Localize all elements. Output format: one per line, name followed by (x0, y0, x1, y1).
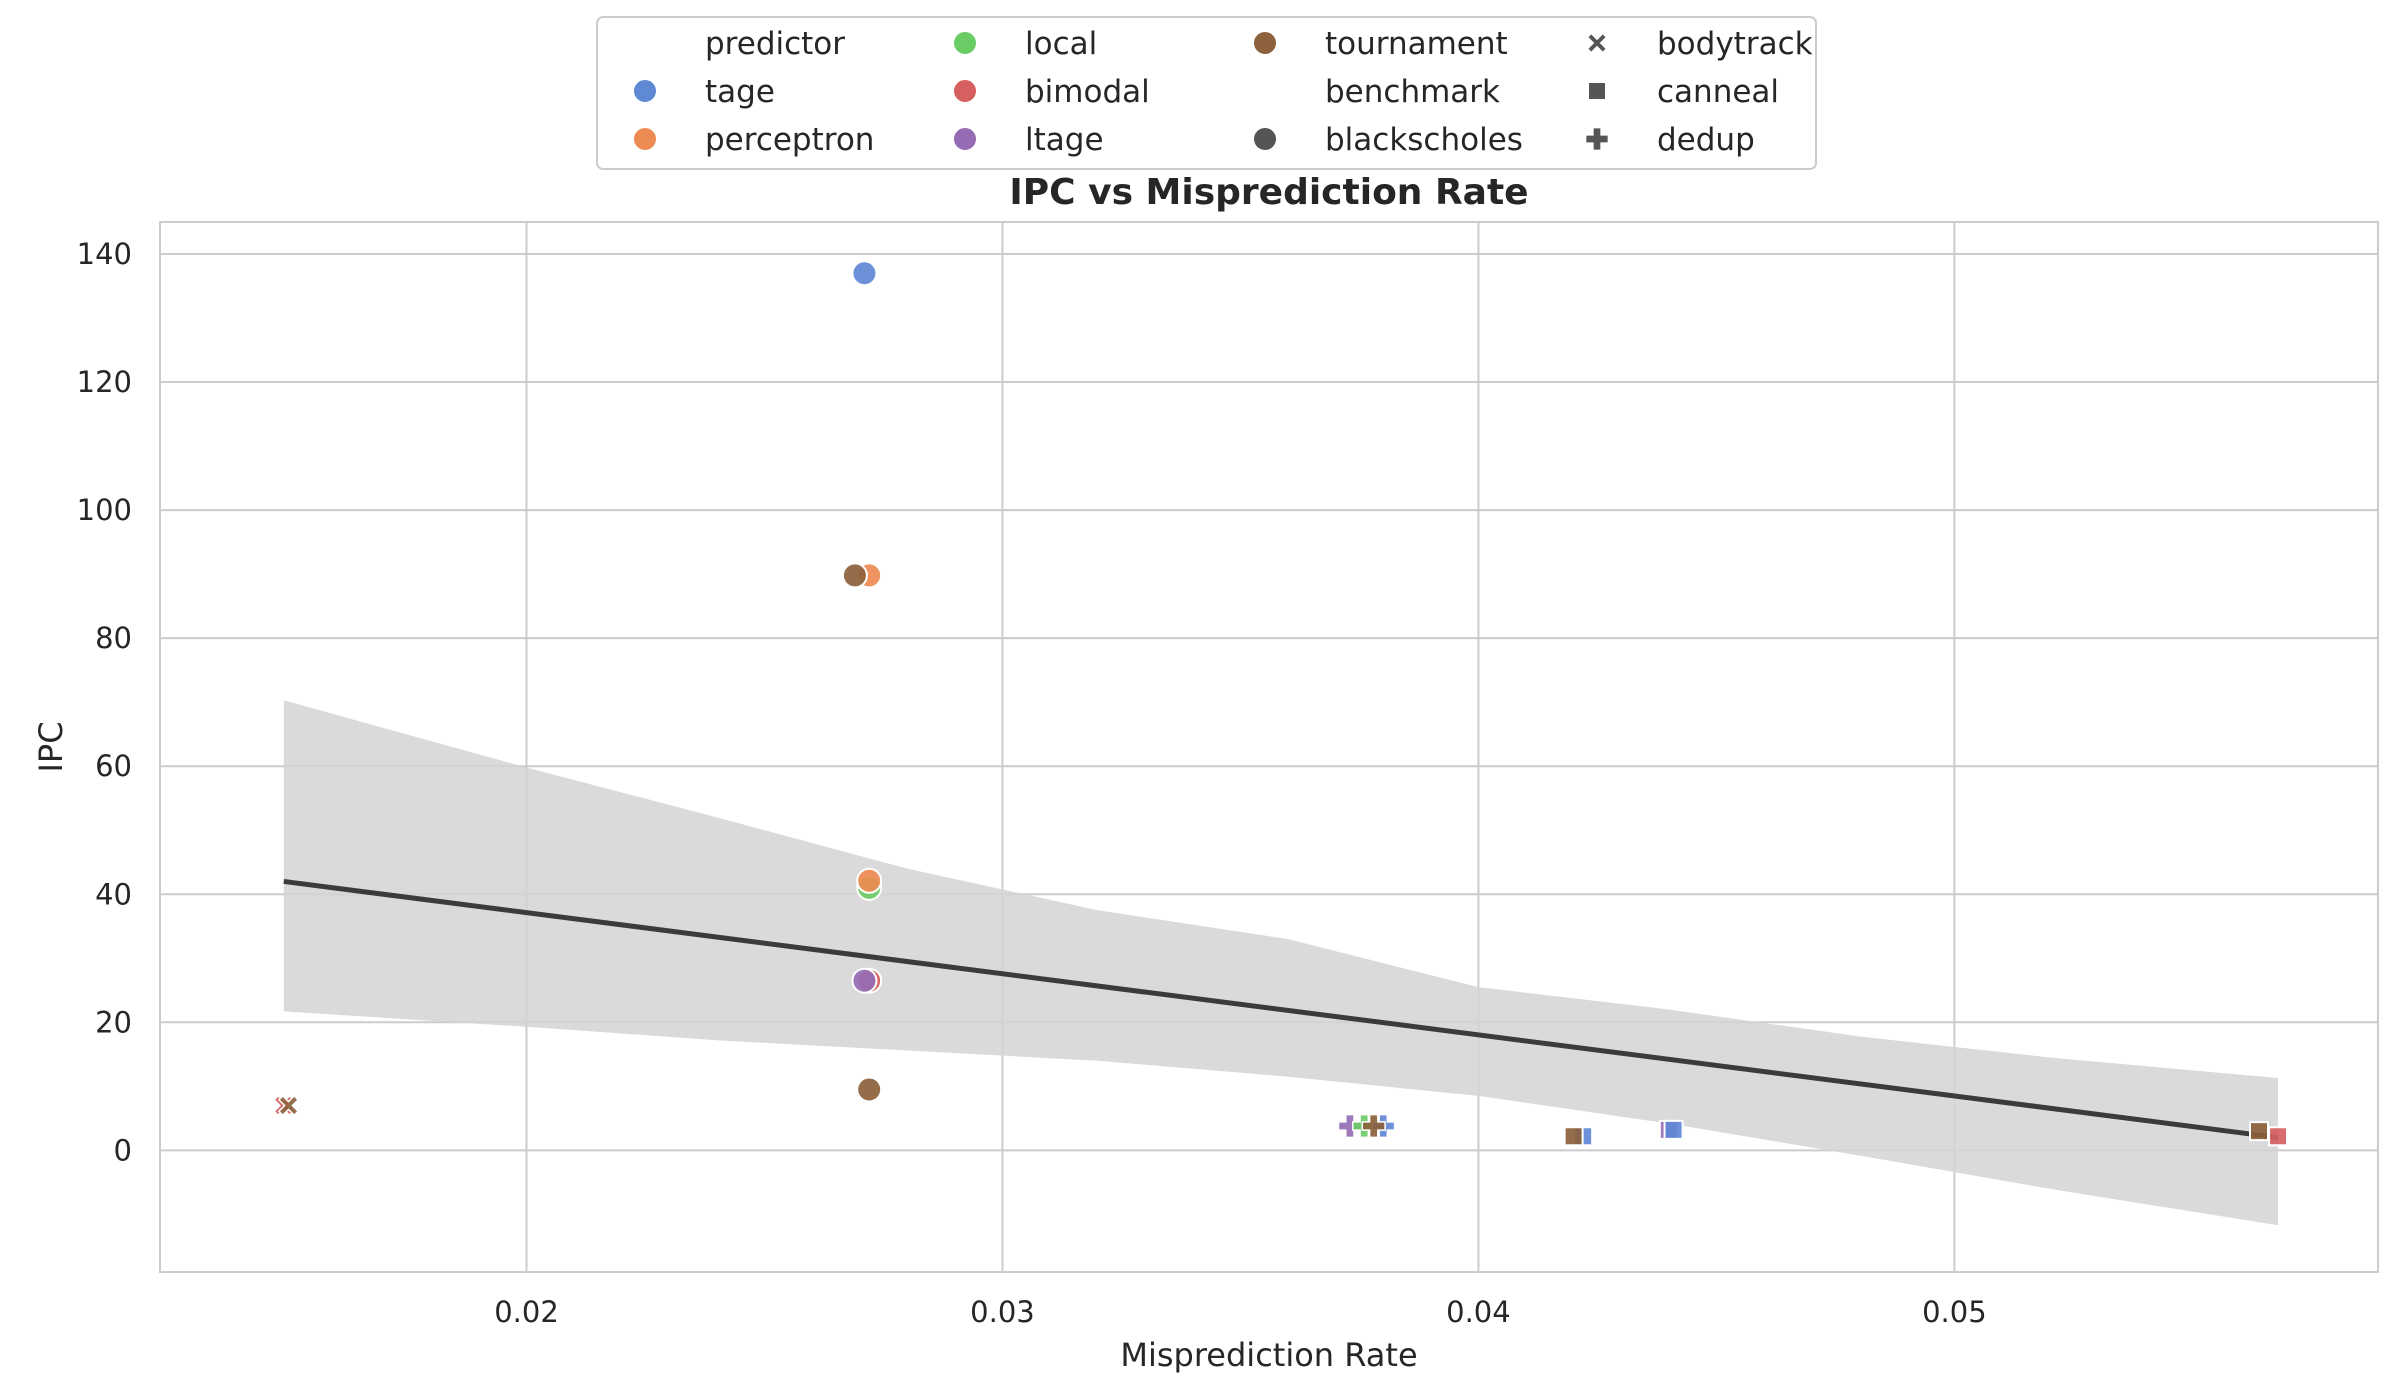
data-point-tage-blackscholes (851, 260, 878, 287)
legend-marker-local (952, 30, 978, 56)
y-tick-label: 140 (77, 237, 132, 271)
data-point-tage-canneal (1663, 1119, 1684, 1140)
confidence-band-layer (283, 700, 2278, 1226)
legend-label: dedup (1657, 122, 1755, 158)
y-axis-ticks: 0 20 40 60 80 100 120 140 (77, 237, 132, 1167)
legend: predictor tage perceptron local bimodal ltage… (596, 16, 1817, 170)
data-point-tournament-canneal (2249, 1121, 2270, 1142)
y-tick-label: 40 (95, 877, 132, 911)
legend-label: canneal (1657, 74, 1779, 110)
x-tick-label: 0.05 (1922, 1295, 1987, 1329)
legend-marker-bodytrack (1586, 32, 1608, 54)
y-axis-title: IPC (32, 721, 70, 772)
regression-line-layer (283, 878, 2279, 1141)
legend-label: tage (705, 74, 775, 110)
legend-marker-ltage (952, 126, 978, 152)
data-point-tournament-blackscholes (856, 1076, 883, 1103)
data-point-bimodal-canneal (2268, 1126, 2289, 1147)
data-point-ltage-blackscholes (851, 967, 878, 994)
legend-marker-bimodal (952, 78, 978, 104)
legend-label: blackscholes (1325, 122, 1523, 158)
legend-header: predictor (705, 26, 845, 62)
plot-frame (159, 221, 2379, 1273)
legend-marker-tournament (1252, 30, 1278, 56)
legend-marker-tage (632, 78, 658, 104)
legend-label: tournament (1325, 26, 1508, 62)
y-tick-label: 100 (77, 493, 132, 527)
y-tick-label: 80 (95, 621, 132, 655)
legend-marker-dedup (1584, 126, 1610, 152)
x-axis-title: Misprediction Rate (1120, 1336, 1417, 1374)
legend-label: bodytrack (1657, 26, 1813, 62)
data-point-tournament-blackscholes (841, 562, 868, 589)
x-tick-label: 0.04 (1446, 1295, 1511, 1329)
data-points (273, 260, 2289, 1147)
y-tick-label: 120 (77, 365, 132, 399)
confidence-band (283, 700, 2278, 1226)
regression-line (283, 878, 2279, 1141)
legend-marker-canneal (1587, 81, 1607, 101)
data-point-tournament-canneal (1563, 1126, 1584, 1147)
legend-label: local (1025, 26, 1097, 62)
y-tick-label: 60 (95, 749, 132, 783)
legend-box (596, 16, 1817, 170)
legend-marker-perceptron (632, 126, 658, 152)
x-tick-label: 0.02 (494, 1295, 559, 1329)
y-tick-label: 20 (95, 1005, 132, 1039)
data-point-tournament-dedup (1361, 1113, 1386, 1139)
legend-label: bimodal (1025, 74, 1150, 110)
x-axis-ticks: 0.02 0.03 0.04 0.05 (494, 1295, 1986, 1329)
legend-label: perceptron (705, 122, 874, 158)
legend-label: ltage (1025, 122, 1104, 158)
y-tick-label: 0 (114, 1133, 132, 1167)
x-tick-label: 0.03 (970, 1295, 1035, 1329)
data-point-tournament-bodytrack (277, 1094, 300, 1117)
legend-header: benchmark (1325, 74, 1500, 110)
legend-marker-blackscholes (1252, 126, 1278, 152)
data-point-perceptron-blackscholes (856, 867, 883, 894)
chart-title: IPC vs Misprediction Rate (1009, 172, 1528, 213)
